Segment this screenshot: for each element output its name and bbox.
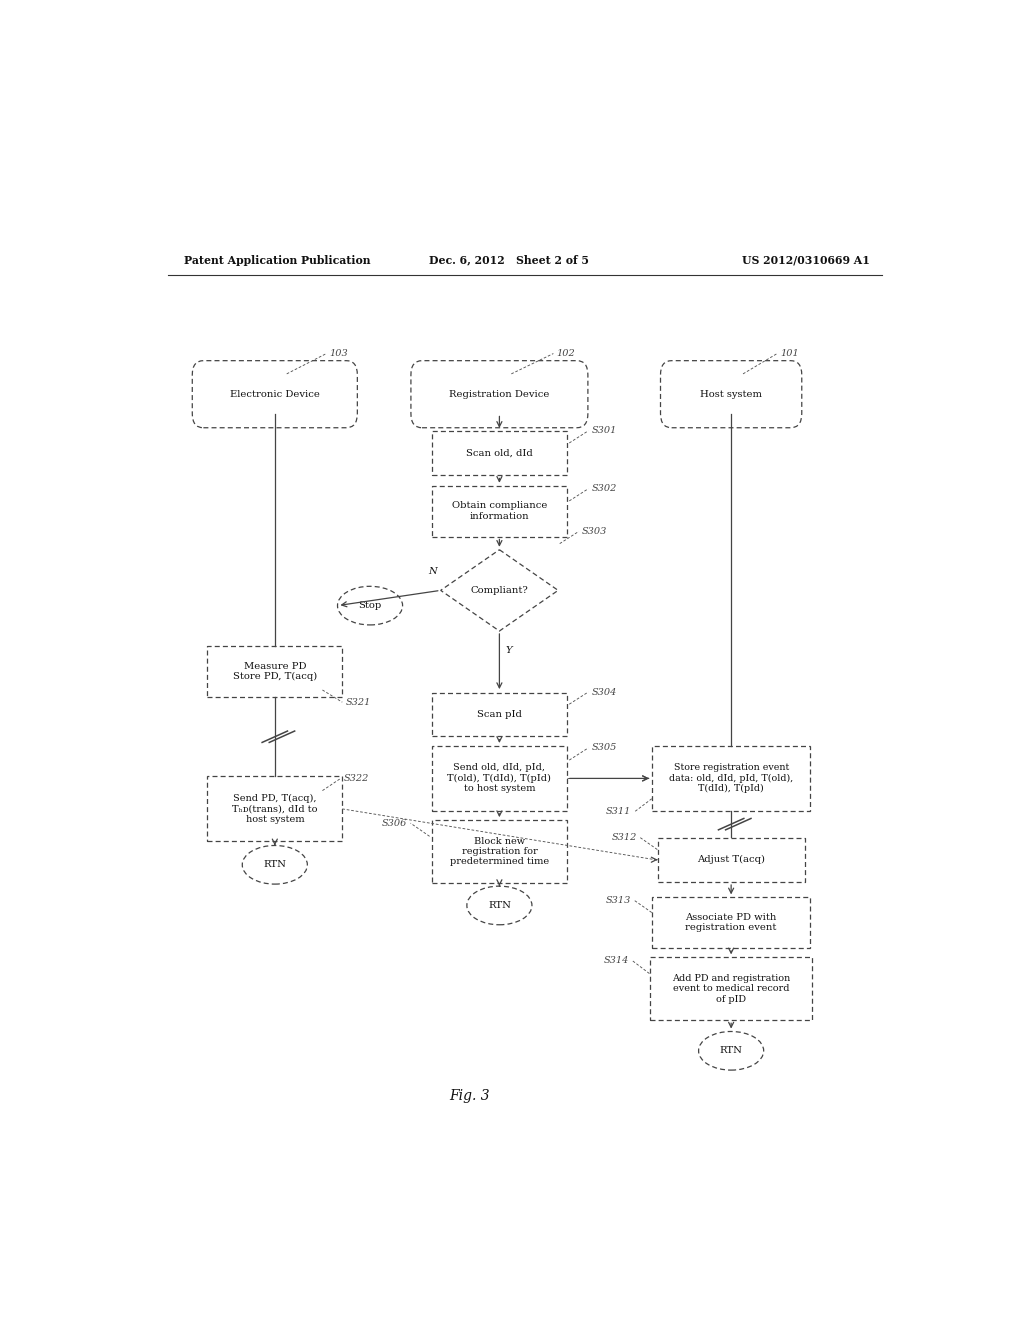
Text: Dec. 6, 2012   Sheet 2 of 5: Dec. 6, 2012 Sheet 2 of 5 — [429, 255, 589, 265]
Text: S304: S304 — [592, 688, 616, 697]
Text: N: N — [428, 568, 436, 576]
Text: S312: S312 — [611, 833, 637, 842]
Polygon shape — [440, 549, 558, 631]
FancyBboxPatch shape — [432, 486, 567, 536]
Text: Host system: Host system — [700, 389, 762, 399]
FancyBboxPatch shape — [432, 746, 567, 810]
Text: Block new
registration for
predetermined time: Block new registration for predetermined… — [450, 837, 549, 866]
FancyBboxPatch shape — [432, 432, 567, 475]
Ellipse shape — [243, 846, 307, 884]
Text: Scan pId: Scan pId — [477, 710, 522, 719]
Text: Y: Y — [506, 647, 512, 655]
FancyBboxPatch shape — [650, 957, 812, 1020]
Text: Scan old, dId: Scan old, dId — [466, 449, 532, 458]
Text: Associate PD with
registration event: Associate PD with registration event — [685, 913, 777, 932]
FancyBboxPatch shape — [207, 776, 342, 841]
Text: Electronic Device: Electronic Device — [229, 389, 319, 399]
FancyBboxPatch shape — [652, 746, 811, 810]
Text: S301: S301 — [592, 426, 616, 436]
FancyBboxPatch shape — [657, 838, 805, 882]
Text: S314: S314 — [603, 956, 629, 965]
Text: US 2012/0310669 A1: US 2012/0310669 A1 — [742, 255, 870, 265]
FancyBboxPatch shape — [193, 360, 357, 428]
Text: Adjust T(acq): Adjust T(acq) — [697, 855, 765, 865]
Text: 102: 102 — [557, 348, 575, 358]
Text: S305: S305 — [592, 743, 616, 752]
Text: Add PD and registration
event to medical record
of pID: Add PD and registration event to medical… — [672, 974, 791, 1003]
Text: RTN: RTN — [263, 861, 287, 870]
Text: Stop: Stop — [358, 601, 382, 610]
Ellipse shape — [338, 586, 402, 624]
FancyBboxPatch shape — [207, 647, 342, 697]
FancyBboxPatch shape — [411, 360, 588, 428]
Text: Fig. 3: Fig. 3 — [449, 1089, 489, 1102]
Ellipse shape — [467, 886, 531, 925]
Text: Registration Device: Registration Device — [450, 389, 550, 399]
Text: Send old, dId, pId,
T(old), T(dId), T(pId)
to host system: Send old, dId, pId, T(old), T(dId), T(pI… — [447, 763, 551, 793]
Text: Compliant?: Compliant? — [471, 586, 528, 595]
Text: Obtain compliance
information: Obtain compliance information — [452, 502, 547, 521]
Text: S302: S302 — [592, 484, 616, 494]
Text: 101: 101 — [780, 348, 799, 358]
Text: S313: S313 — [606, 896, 631, 906]
FancyBboxPatch shape — [432, 693, 567, 737]
Text: S306: S306 — [382, 818, 408, 828]
Text: S303: S303 — [582, 527, 607, 536]
Text: S322: S322 — [344, 774, 370, 783]
Text: Store registration event
data: old, dId, pId, T(old),
T(dId), T(pId): Store registration event data: old, dId,… — [669, 763, 794, 793]
FancyBboxPatch shape — [660, 360, 802, 428]
Text: Measure PD
Store PD, T(acq): Measure PD Store PD, T(acq) — [232, 661, 317, 681]
Ellipse shape — [698, 1031, 764, 1071]
Text: S321: S321 — [345, 698, 371, 706]
Text: RTN: RTN — [488, 902, 511, 909]
Text: S311: S311 — [606, 808, 631, 817]
Text: RTN: RTN — [720, 1047, 742, 1055]
FancyBboxPatch shape — [652, 898, 811, 948]
Text: Send PD, T(acq),
Tₕᴅ(trans), dId to
host system: Send PD, T(acq), Tₕᴅ(trans), dId to host… — [232, 793, 317, 824]
Text: 103: 103 — [330, 348, 348, 358]
Text: Patent Application Publication: Patent Application Publication — [183, 255, 370, 265]
FancyBboxPatch shape — [432, 820, 567, 883]
